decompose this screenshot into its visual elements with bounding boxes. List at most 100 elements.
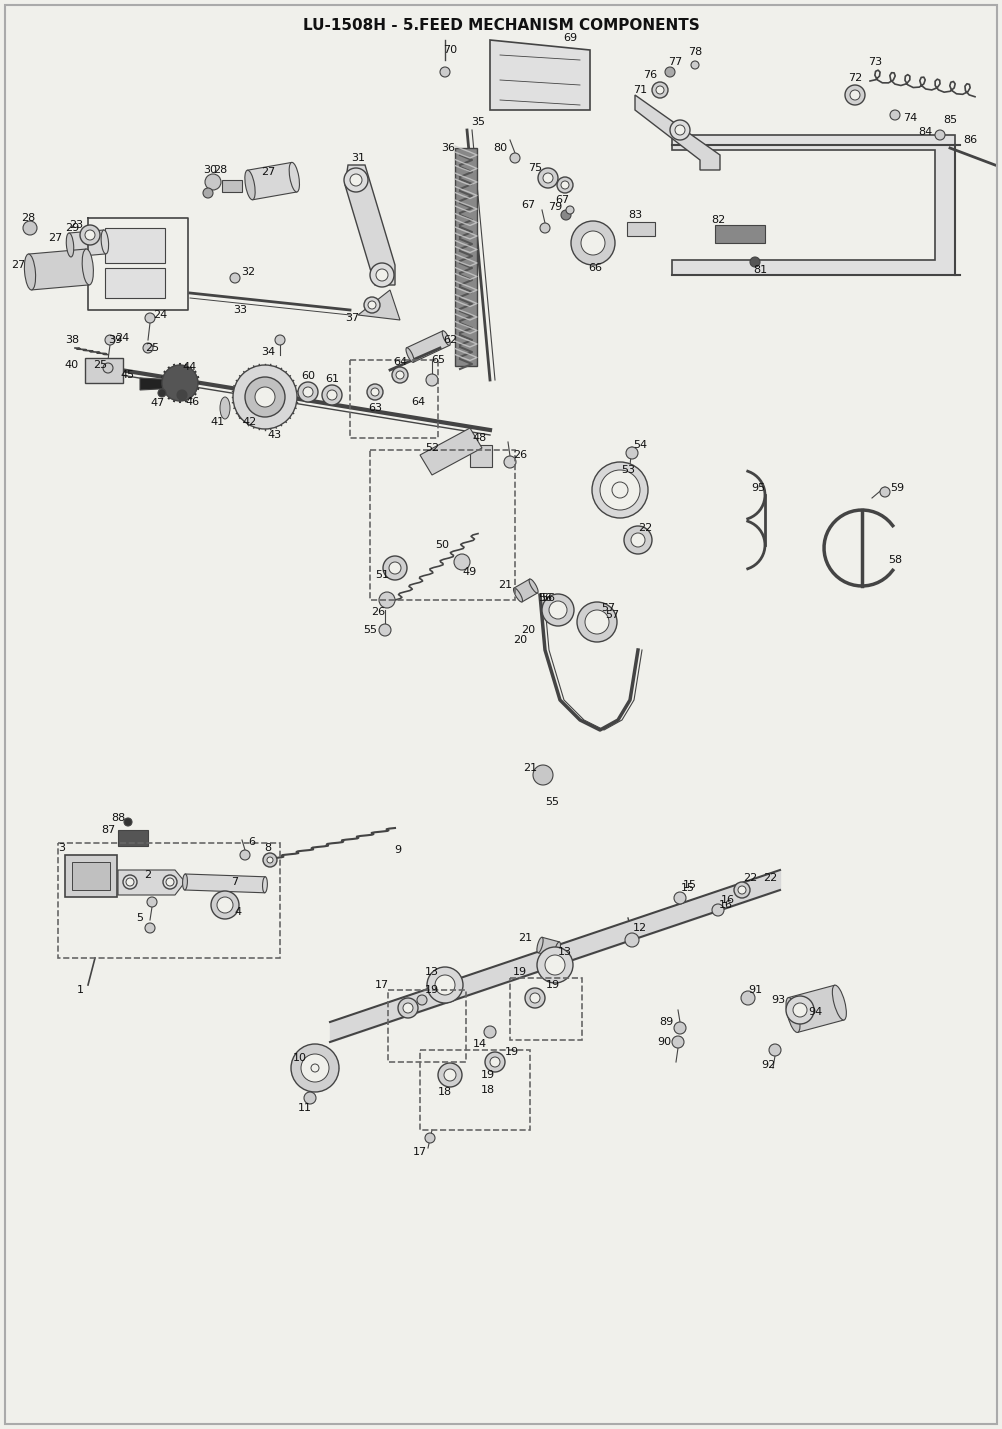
Ellipse shape [786,997,800,1032]
Ellipse shape [442,330,450,346]
Text: 29: 29 [65,223,79,233]
Text: 83: 83 [628,210,642,220]
Circle shape [303,387,313,397]
Circle shape [158,389,166,397]
Circle shape [298,382,318,402]
Bar [420,1050,530,1130]
Ellipse shape [833,985,847,1020]
Bar [470,444,492,467]
Circle shape [935,130,945,140]
Text: 37: 37 [345,313,359,323]
Text: 26: 26 [513,450,527,460]
Text: 22: 22 [638,523,652,533]
Text: 54: 54 [633,440,647,450]
Text: 74: 74 [903,113,917,123]
Circle shape [163,875,177,889]
Circle shape [542,594,574,626]
Circle shape [440,67,450,77]
Text: 93: 93 [771,995,785,1005]
Polygon shape [514,579,538,602]
Text: 16: 16 [721,895,735,905]
Text: 14: 14 [473,1039,487,1049]
Text: 11: 11 [298,1103,312,1113]
Text: 60: 60 [301,372,315,382]
Text: 34: 34 [261,347,276,357]
Ellipse shape [66,233,74,257]
Circle shape [126,877,134,886]
Circle shape [543,173,553,183]
Text: 10: 10 [293,1053,307,1063]
Polygon shape [789,985,844,1032]
Text: 45: 45 [121,370,135,380]
Circle shape [166,877,174,886]
Circle shape [504,456,516,469]
Text: 18: 18 [438,1087,452,1097]
Text: 26: 26 [371,607,385,617]
Circle shape [403,1003,413,1013]
Text: 78: 78 [688,47,702,57]
Circle shape [427,967,463,1003]
Text: 48: 48 [473,433,487,443]
Circle shape [255,387,275,407]
Text: 52: 52 [425,443,439,453]
Circle shape [738,886,746,895]
Circle shape [880,487,890,497]
Text: 91: 91 [747,985,763,995]
Text: 61: 61 [325,374,339,384]
Circle shape [230,273,240,283]
Circle shape [240,850,250,860]
Text: 86: 86 [963,134,977,144]
Circle shape [105,334,115,344]
Bar [455,149,477,366]
Text: 42: 42 [242,417,258,427]
Polygon shape [490,40,590,110]
Text: 36: 36 [441,143,455,153]
Text: 58: 58 [888,554,902,564]
Text: 7: 7 [231,877,238,887]
Circle shape [396,372,404,379]
Text: 19: 19 [425,985,439,995]
Bar [105,269,165,299]
Bar [627,221,655,236]
Circle shape [217,897,233,913]
Text: 6: 6 [248,837,256,847]
Text: 15: 15 [683,880,697,890]
Bar [85,359,123,383]
Text: 63: 63 [368,403,382,413]
Circle shape [417,995,427,1005]
Circle shape [233,364,297,429]
Bar [72,862,110,890]
Circle shape [545,955,565,975]
Text: 38: 38 [65,334,79,344]
Circle shape [691,61,699,69]
Text: 19: 19 [546,980,560,990]
Ellipse shape [263,877,268,893]
Polygon shape [118,870,185,895]
Circle shape [675,124,685,134]
Circle shape [368,302,376,309]
Text: 50: 50 [435,540,449,550]
Text: 64: 64 [411,397,425,407]
Circle shape [327,390,337,400]
Text: 47: 47 [151,399,165,409]
Bar [105,229,165,263]
Text: 24: 24 [153,310,167,320]
Text: 41: 41 [211,417,225,427]
Text: 18: 18 [481,1085,495,1095]
Text: 62: 62 [443,334,457,344]
Text: 77: 77 [668,57,682,67]
Text: 27: 27 [11,260,25,270]
Text: 40: 40 [65,360,79,370]
Bar [510,977,582,1040]
Text: 12: 12 [633,923,647,933]
Circle shape [525,987,545,1007]
Text: 65: 65 [431,354,445,364]
Circle shape [145,923,155,933]
Text: 20: 20 [521,624,535,634]
Circle shape [124,817,132,826]
Text: 16: 16 [719,900,733,910]
Circle shape [530,993,540,1003]
Ellipse shape [244,170,256,200]
Text: 33: 33 [233,304,247,314]
Polygon shape [140,379,178,390]
